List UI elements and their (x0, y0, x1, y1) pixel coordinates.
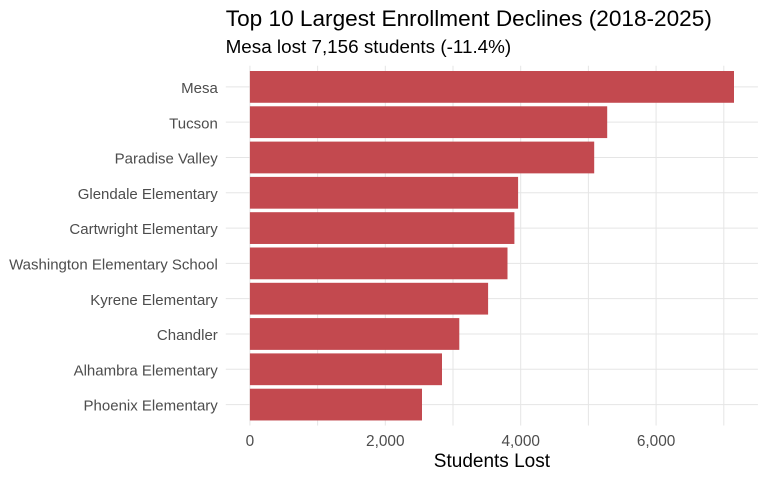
svg-text:Glendale Elementary: Glendale Elementary (78, 186, 219, 203)
svg-text:Mesa: Mesa (181, 80, 218, 97)
svg-text:Washington Elementary School: Washington Elementary School (9, 256, 218, 273)
svg-text:0: 0 (246, 433, 255, 450)
svg-text:Chandler: Chandler (157, 327, 218, 344)
svg-text:Tucson: Tucson (169, 115, 218, 132)
svg-text:2,000: 2,000 (366, 433, 405, 450)
svg-text:Paradise Valley: Paradise Valley (115, 151, 219, 168)
svg-text:Cartwright Elementary: Cartwright Elementary (69, 221, 218, 238)
svg-text:Phoenix Elementary: Phoenix Elementary (84, 398, 219, 415)
svg-text:6,000: 6,000 (637, 433, 676, 450)
svg-text:Top 10 Largest Enrollment Decl: Top 10 Largest Enrollment Declines (2018… (226, 6, 712, 31)
svg-text:Students Lost: Students Lost (434, 451, 551, 472)
svg-text:Kyrene Elementary: Kyrene Elementary (90, 292, 218, 309)
svg-text:4,000: 4,000 (501, 433, 540, 450)
svg-text:Alhambra Elementary: Alhambra Elementary (74, 362, 219, 379)
svg-text:Mesa lost 7,156 students (-11.: Mesa lost 7,156 students (-11.4%) (226, 36, 512, 57)
